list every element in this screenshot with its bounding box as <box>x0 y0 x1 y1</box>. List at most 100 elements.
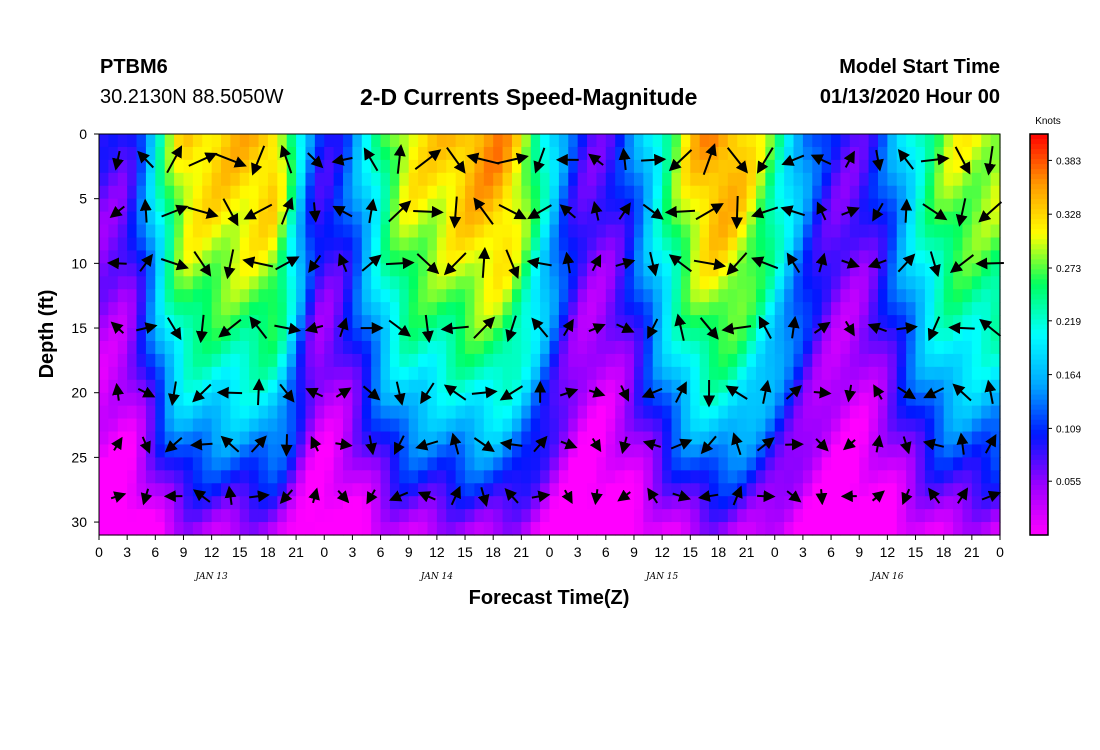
current-vector <box>112 382 124 401</box>
heat-cell <box>709 134 720 148</box>
heat-cell <box>408 276 419 290</box>
current-vector <box>615 257 636 270</box>
heat-cell <box>934 392 945 407</box>
heat-cell <box>709 379 720 394</box>
heat-cell <box>934 509 945 523</box>
current-vector <box>952 383 972 402</box>
heat-cell <box>127 250 138 264</box>
heat-cell <box>399 509 410 523</box>
heat-cell <box>680 470 691 484</box>
heat-cell <box>859 302 870 316</box>
heat-cell <box>718 134 729 148</box>
heat-cell <box>662 159 673 174</box>
heat-cell <box>652 224 663 239</box>
heat-cell <box>108 496 119 510</box>
heat-cell <box>962 405 973 420</box>
heat-cell <box>352 172 363 187</box>
current-vector <box>981 490 1002 503</box>
heat-cell <box>821 353 832 368</box>
heat-cell <box>671 328 682 342</box>
heat-cell <box>906 211 917 226</box>
heat-cell <box>155 172 166 187</box>
heat-cell <box>671 496 682 510</box>
heat-cell <box>774 392 785 407</box>
heat-cell <box>887 340 898 355</box>
heat-cell <box>906 483 917 497</box>
heat-cell <box>765 366 776 381</box>
heat-cell <box>530 263 541 277</box>
heat-cell <box>962 353 973 368</box>
heat-cell <box>127 457 138 471</box>
heat-cell <box>314 379 325 394</box>
heat-cell <box>877 263 888 277</box>
heat-cell <box>352 379 363 394</box>
heat-cell <box>521 237 532 252</box>
heat-cell <box>361 315 372 329</box>
heat-cell <box>962 366 973 381</box>
heat-cell <box>333 470 344 484</box>
heat-cell <box>108 185 119 200</box>
heat-cell <box>802 302 813 316</box>
heat-cell <box>868 250 879 264</box>
heat-cell <box>784 444 795 458</box>
heat-cell <box>774 159 785 174</box>
heat-cell <box>540 522 551 536</box>
heat-cell <box>615 198 626 213</box>
heat-cell <box>352 315 363 329</box>
heat-cell <box>408 405 419 420</box>
heat-cell <box>502 315 513 329</box>
colorbar-swatch <box>1030 474 1048 481</box>
heat-cell <box>868 185 879 200</box>
heat-cell <box>887 276 898 290</box>
heat-cell <box>953 392 964 407</box>
colorbar-swatch <box>1030 509 1048 516</box>
heat-cell <box>211 328 222 342</box>
heat-cell <box>718 366 729 381</box>
heat-cell <box>324 302 335 316</box>
heat-cell <box>699 172 710 187</box>
heat-cell <box>277 134 288 148</box>
heat-cell <box>361 276 372 290</box>
heat-cell <box>596 379 607 394</box>
heat-cell <box>389 418 400 433</box>
heat-cell <box>699 379 710 394</box>
heat-cell <box>906 522 917 536</box>
heat-cell <box>812 405 823 420</box>
current-vector <box>337 317 349 338</box>
heat-cell <box>549 224 560 239</box>
heat-cell <box>277 315 288 329</box>
heat-cell <box>493 263 504 277</box>
heat-cell <box>192 522 203 536</box>
heat-cell <box>831 431 842 446</box>
heat-cell <box>136 405 147 420</box>
heat-cell <box>568 159 579 174</box>
heat-cell <box>568 509 579 523</box>
heat-cell <box>605 263 616 277</box>
heat-cell <box>183 418 194 433</box>
heat-cell <box>662 483 673 497</box>
heat-cell <box>389 522 400 536</box>
heat-cell <box>605 392 616 407</box>
heat-cell <box>821 198 832 213</box>
heat-cell <box>774 340 785 355</box>
heat-cell <box>774 483 785 497</box>
heat-cell <box>812 328 823 342</box>
heat-cell <box>990 392 1001 407</box>
heat-cell <box>812 392 823 407</box>
heat-cell <box>624 185 635 200</box>
heat-cell <box>558 405 569 420</box>
heat-cell <box>765 289 776 303</box>
heat-cell <box>774 418 785 433</box>
current-vector <box>731 195 744 230</box>
heat-cell <box>483 366 494 381</box>
heat-cell <box>540 509 551 523</box>
heat-cell <box>812 172 823 187</box>
heat-cell <box>418 315 429 329</box>
heat-cell <box>718 185 729 200</box>
y-tick-label: 0 <box>79 126 87 142</box>
heat-cell <box>380 237 391 252</box>
heat-cell <box>183 250 194 264</box>
heat-cell <box>774 276 785 290</box>
heat-cell <box>887 328 898 342</box>
heat-cell <box>906 302 917 316</box>
